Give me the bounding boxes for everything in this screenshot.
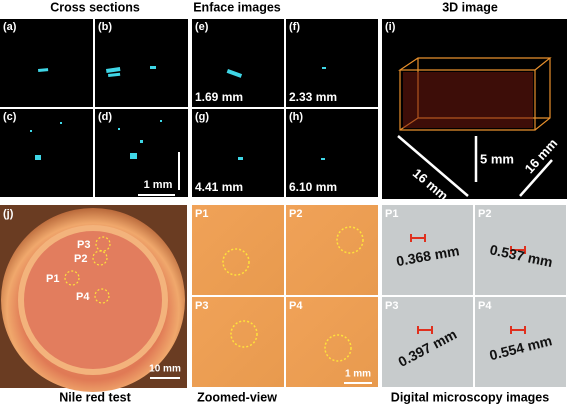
marker bbox=[92, 250, 108, 266]
box-edge bbox=[399, 70, 536, 131]
panel bbox=[0, 19, 93, 107]
label: P3 bbox=[385, 300, 398, 312]
speck bbox=[106, 67, 121, 73]
marker bbox=[230, 320, 258, 348]
measure-bar bbox=[417, 326, 433, 334]
bottom-title: Nile red test bbox=[59, 390, 131, 404]
panel bbox=[382, 205, 473, 295]
speck bbox=[108, 72, 121, 77]
label: 1.69 mm bbox=[195, 90, 243, 104]
speck bbox=[321, 158, 325, 160]
panel bbox=[95, 19, 188, 107]
speck bbox=[130, 153, 137, 159]
speck bbox=[140, 140, 143, 143]
marker bbox=[95, 236, 111, 252]
label: P2 bbox=[478, 208, 491, 220]
panel bbox=[286, 109, 378, 197]
panel bbox=[286, 297, 378, 387]
label: P4 bbox=[76, 291, 90, 303]
arrow bbox=[397, 135, 553, 197]
measure-bar bbox=[510, 246, 526, 254]
label: (d) bbox=[98, 111, 112, 123]
label: P3 bbox=[195, 300, 208, 312]
label: P1 bbox=[46, 273, 59, 285]
panel bbox=[95, 109, 188, 197]
label: P2 bbox=[289, 208, 302, 220]
measure-bar bbox=[510, 326, 526, 334]
marker bbox=[64, 270, 80, 286]
panel bbox=[286, 19, 378, 107]
label: (c) bbox=[3, 111, 17, 123]
speck bbox=[150, 66, 156, 69]
label: P4 bbox=[289, 300, 303, 312]
label: 10 mm bbox=[149, 364, 181, 375]
marker bbox=[94, 288, 110, 304]
panel bbox=[475, 297, 566, 387]
scatter-cloud bbox=[403, 72, 533, 128]
label: P3 bbox=[77, 239, 90, 251]
bottom-title: Digital microscopy images bbox=[391, 390, 549, 404]
label: (a) bbox=[3, 21, 17, 33]
label: P1 bbox=[195, 208, 208, 220]
label: (g) bbox=[195, 111, 209, 123]
label: (i) bbox=[385, 21, 396, 33]
label: 5 mm bbox=[480, 151, 514, 166]
speck bbox=[118, 128, 120, 130]
label: (e) bbox=[195, 21, 209, 33]
panel bbox=[192, 297, 284, 387]
panel bbox=[0, 109, 93, 197]
speck bbox=[322, 67, 326, 69]
panels: (a) (b) (c) (d) 1 mm (e) 1.69 mm (f) 2.33 mm (g) 4… bbox=[0, 19, 567, 392]
label: (b) bbox=[98, 21, 112, 33]
speck bbox=[60, 122, 62, 124]
column-title: Cross sections bbox=[50, 0, 140, 14]
bottom-title: Zoomed-view bbox=[197, 390, 277, 404]
label: P4 bbox=[478, 300, 492, 312]
panel bbox=[192, 19, 284, 107]
label: (j) bbox=[3, 208, 14, 220]
panel bbox=[192, 205, 284, 295]
label: 4.41 mm bbox=[195, 180, 243, 194]
speck bbox=[35, 155, 41, 160]
label: (f) bbox=[289, 21, 300, 33]
label: (h) bbox=[289, 111, 303, 123]
label: 6.10 mm bbox=[289, 180, 337, 194]
speck bbox=[226, 69, 243, 78]
panel bbox=[286, 205, 378, 295]
speck bbox=[30, 130, 32, 132]
speck bbox=[160, 120, 162, 122]
label: P2 bbox=[74, 253, 87, 265]
panel bbox=[382, 297, 473, 387]
marker bbox=[222, 248, 250, 276]
measure-bar bbox=[410, 234, 426, 242]
dish-inner bbox=[18, 225, 168, 375]
speck bbox=[238, 157, 243, 160]
marker bbox=[336, 226, 364, 254]
label: 2.33 mm bbox=[289, 90, 337, 104]
speck bbox=[38, 68, 49, 72]
panel bbox=[192, 109, 284, 197]
column-title: Enface images bbox=[193, 0, 281, 14]
column-title: 3D image bbox=[442, 0, 498, 14]
label: 1 mm bbox=[345, 369, 371, 380]
marker bbox=[324, 334, 352, 362]
label: P1 bbox=[385, 208, 398, 220]
label: 1 mm bbox=[144, 179, 173, 191]
